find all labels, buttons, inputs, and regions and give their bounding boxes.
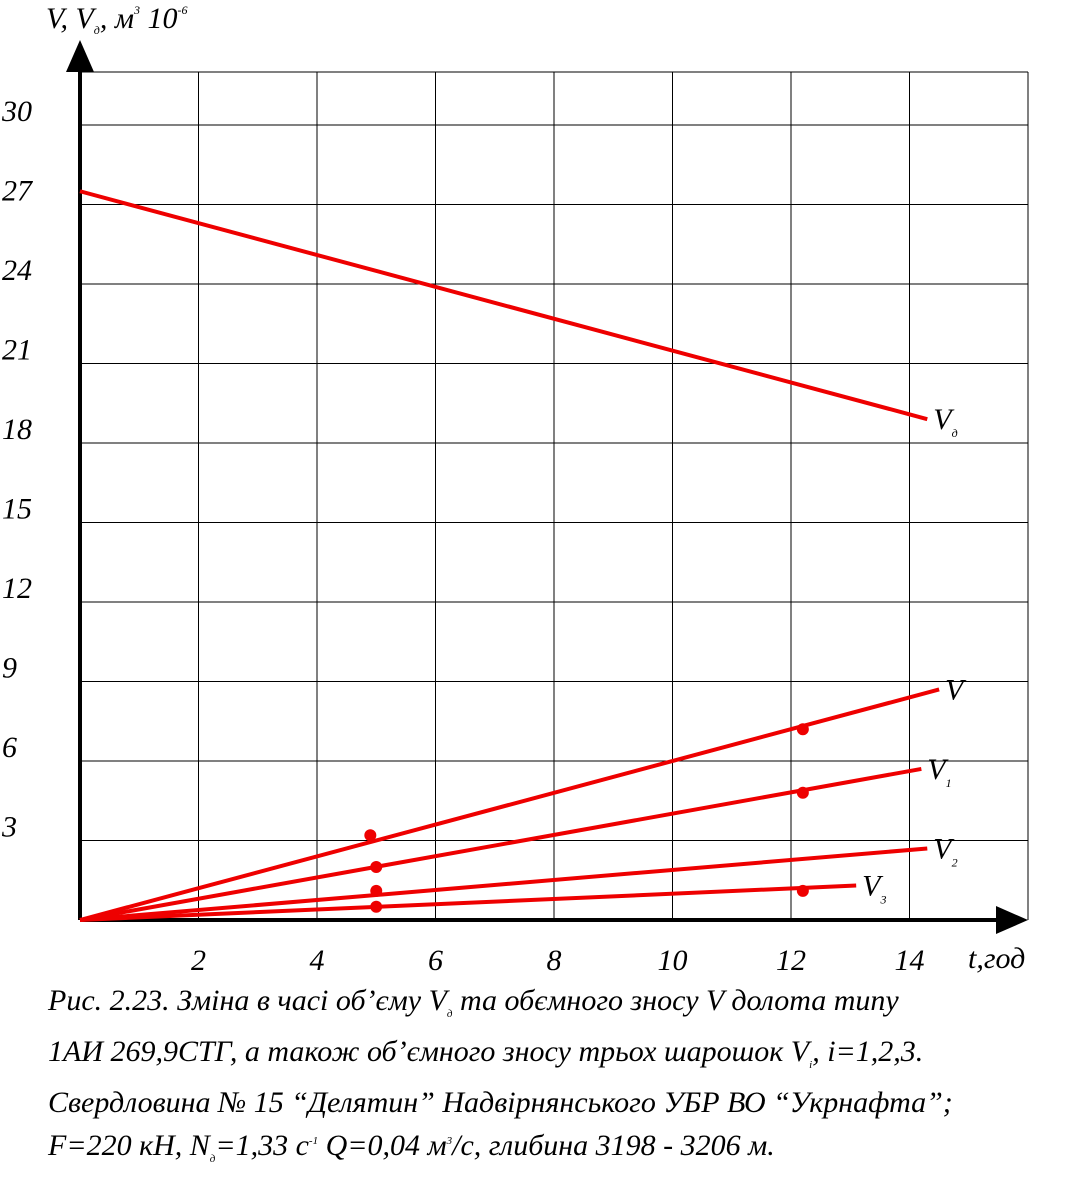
- x-axis-label: t,год: [968, 942, 1025, 975]
- series-labels: V Vд V1 V2 V3: [862, 403, 967, 906]
- y-axis-label: V, Vд, м3 10-6: [46, 2, 188, 37]
- y-tick-label: 3: [1, 811, 17, 844]
- series-label-V2: V2: [933, 832, 957, 869]
- series-label-V1: V1: [927, 753, 951, 790]
- data-point-V: [796, 723, 809, 736]
- data-point-V1: [796, 786, 809, 799]
- series-label-Vд: Vд: [933, 403, 957, 440]
- data-point-V1: [370, 861, 383, 873]
- y-tick-label: 12: [2, 572, 32, 605]
- series-label-V: V: [945, 673, 967, 706]
- data-point-V: [364, 829, 377, 842]
- x-tick-label: 6: [428, 944, 443, 977]
- data-point-V3: [370, 900, 383, 913]
- y-tick-label: 30: [1, 95, 32, 128]
- x-tick-label: 14: [895, 944, 925, 977]
- series-line-V3: [79, 883, 857, 922]
- series-label-V3: V3: [862, 870, 886, 907]
- series-lines: [79, 189, 940, 922]
- y-tick-label: 9: [2, 652, 17, 685]
- x-axis-arrow: [996, 906, 1028, 934]
- series-points: [364, 723, 809, 913]
- y-tick-labels: 3 6 9 12 15 18 21 24 27 30: [1, 95, 34, 844]
- grid: [80, 71, 1029, 920]
- y-axis-arrow: [66, 40, 94, 72]
- caption-line-3: Свердловина № 15 “Делятин” Надвірнянсько…: [48, 1086, 953, 1119]
- y-tick-label: 21: [2, 334, 32, 367]
- series-line-V1: [79, 766, 922, 922]
- series-line-V2: [79, 846, 928, 922]
- x-tick-label: 12: [776, 944, 806, 977]
- y-tick-label: 24: [2, 254, 32, 287]
- data-point-V3: [796, 884, 809, 897]
- caption-line-1: Рис. 2.23. Зміна в часі об’єму Vд та обє…: [48, 984, 899, 1020]
- series-line-V: [79, 687, 940, 922]
- x-tick-label: 10: [658, 944, 688, 977]
- y-tick-label: 27: [2, 175, 34, 208]
- figure-caption: Рис. 2.23. Зміна в часі об’єму Vд та обє…: [48, 982, 1068, 1178]
- caption-line-2: 1АИ 269,9СТГ, а також об’ємного зносу тр…: [48, 1035, 924, 1071]
- x-tick-labels: 2 4 6 8 10 12 14: [191, 944, 925, 977]
- axes: [66, 40, 1028, 934]
- x-tick-label: 4: [310, 944, 325, 977]
- y-tick-label: 6: [2, 731, 17, 764]
- caption-line-4: F=220 кН, Nд=1,33 с-1 Q=0,04 м3/с, глиби…: [48, 1129, 775, 1165]
- data-point-V2: [370, 884, 383, 897]
- y-tick-label: 18: [2, 413, 32, 446]
- x-tick-label: 2: [191, 944, 206, 977]
- x-tick-label: 8: [547, 944, 562, 977]
- y-tick-label: 15: [2, 493, 32, 526]
- series-line-Vд: [79, 189, 928, 422]
